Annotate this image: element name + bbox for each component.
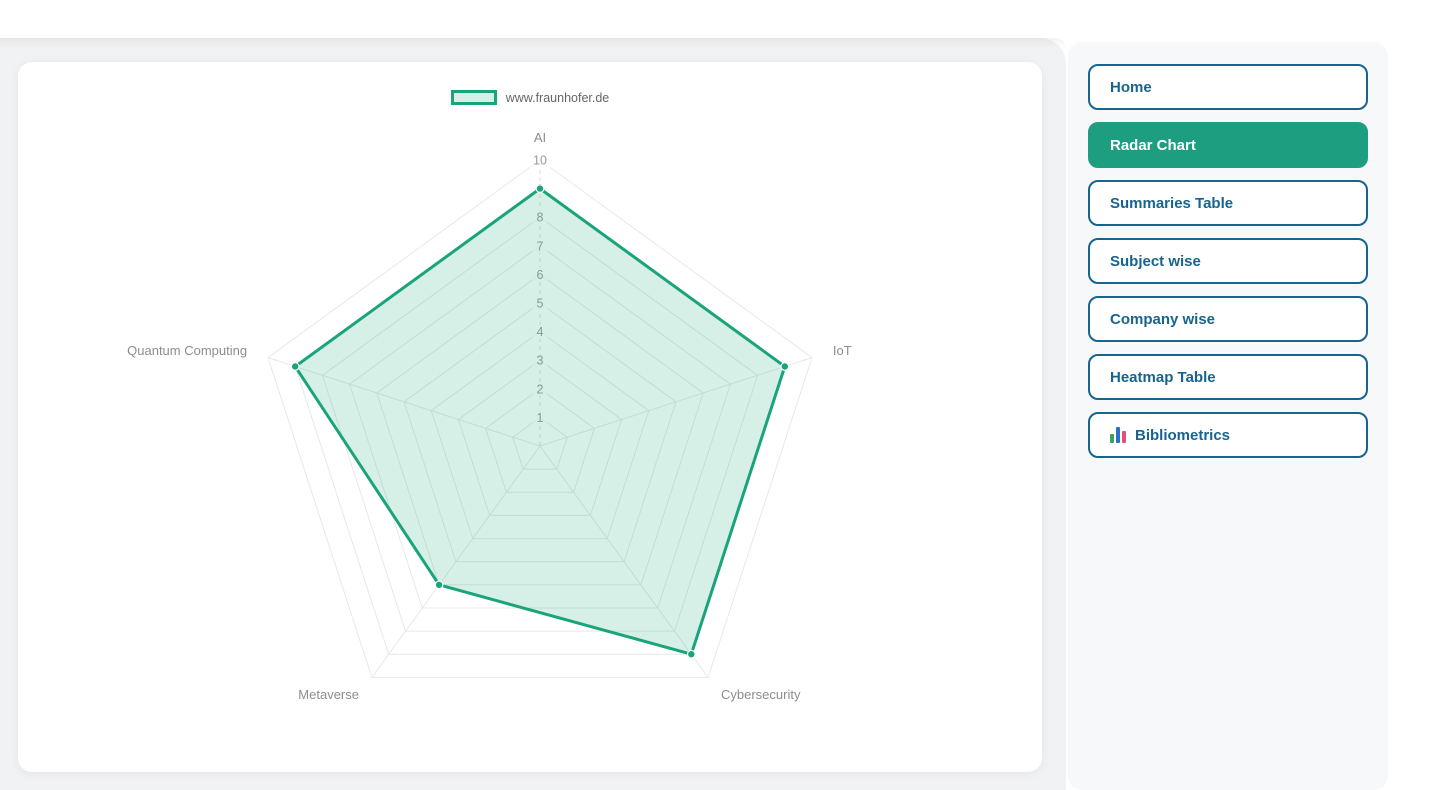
sidebar-item-bibliometrics[interactable]: Bibliometrics — [1088, 412, 1368, 458]
radar-chart[interactable]: 12345678910AIIoTCybersecurityMetaverseQu… — [18, 62, 1042, 772]
radar-tick-backdrop — [532, 324, 548, 340]
radar-tick-label: 6 — [537, 268, 544, 282]
sidebar-item-label: Company wise — [1110, 310, 1216, 328]
radar-data-polygon[interactable] — [293, 187, 787, 656]
radar-tick-backdrop — [532, 409, 548, 425]
radar-tick-label: 5 — [537, 297, 544, 311]
radar-grid-ring — [430, 330, 650, 540]
radar-tick-label: 3 — [537, 354, 544, 368]
radar-data-point[interactable] — [290, 362, 300, 371]
radar-tick-label: 10 — [533, 154, 547, 168]
chart-legend[interactable]: www.fraunhofer.de — [18, 90, 1042, 105]
radar-tick-label: 2 — [537, 382, 544, 396]
radar-data-point[interactable] — [535, 184, 545, 193]
sidebar-item-subject-wise[interactable]: Subject wise — [1088, 238, 1368, 284]
radar-tick-backdrop — [532, 209, 548, 225]
radar-tick-backdrop — [532, 352, 548, 368]
bar-chart-icon — [1110, 427, 1126, 443]
radar-angle-line — [267, 357, 541, 447]
radar-tick-backdrop — [532, 381, 548, 397]
radar-grid-ring — [376, 273, 704, 586]
sidebar-item-company-wise[interactable]: Company wise — [1088, 296, 1368, 342]
sidebar: Home Radar Chart Summaries Table Subject wi… — [1068, 42, 1388, 790]
radar-grid-ring — [403, 302, 677, 563]
sidebar-item-label: Heatmap Table — [1110, 368, 1216, 386]
radar-data-point[interactable] — [686, 649, 696, 659]
sidebar-item-label: Bibliometrics — [1135, 426, 1231, 444]
radar-category-label: Quantum Computing — [127, 343, 247, 358]
radar-grid-ring — [485, 388, 595, 493]
radar-data-point[interactable] — [434, 580, 444, 590]
radar-tick-backdrop — [532, 266, 548, 282]
radar-category-label: IoT — [833, 343, 852, 358]
radar-tick-backdrop — [532, 238, 548, 254]
legend-label: www.fraunhofer.de — [505, 90, 610, 105]
legend-swatch-icon — [450, 90, 497, 105]
radar-grid-ring — [512, 416, 568, 470]
radar-tick-label: 4 — [537, 325, 544, 339]
radar-chart-card: www.fraunhofer.de 12345678910AIIoTCybers… — [18, 62, 1042, 772]
sidebar-item-home[interactable]: Home — [1088, 64, 1368, 110]
radar-category-label: Cybersecurity — [721, 687, 801, 702]
radar-angle-line — [371, 445, 541, 678]
radar-tick-backdrop — [528, 152, 552, 168]
radar-tick-label: 8 — [537, 211, 544, 225]
sidebar-item-label: Radar Chart — [1110, 136, 1196, 154]
radar-tick-backdrop — [532, 295, 548, 311]
radar-category-label: Metaverse — [298, 687, 359, 702]
radar-tick-label: 7 — [537, 239, 544, 253]
radar-angle-line — [539, 445, 709, 678]
radar-grid-ring — [321, 216, 759, 632]
sidebar-item-radar-chart[interactable]: Radar Chart — [1088, 122, 1368, 168]
sidebar-item-summaries-table[interactable]: Summaries Table — [1088, 180, 1368, 226]
sidebar-item-heatmap-table[interactable]: Heatmap Table — [1088, 354, 1368, 400]
radar-data-point[interactable] — [780, 362, 790, 371]
radar-grid-ring — [267, 159, 813, 678]
radar-grid-ring — [349, 245, 731, 609]
main-content-area: www.fraunhofer.de 12345678910AIIoTCybers… — [0, 38, 1066, 790]
radar-grid-ring — [457, 359, 623, 516]
radar-tick-label: 1 — [537, 411, 544, 425]
sidebar-item-label: Summaries Table — [1110, 194, 1234, 212]
radar-angle-line — [539, 357, 813, 447]
radar-category-label: AI — [534, 130, 546, 145]
sidebar-item-label: Home — [1110, 78, 1152, 96]
sidebar-item-label: Subject wise — [1110, 252, 1201, 270]
